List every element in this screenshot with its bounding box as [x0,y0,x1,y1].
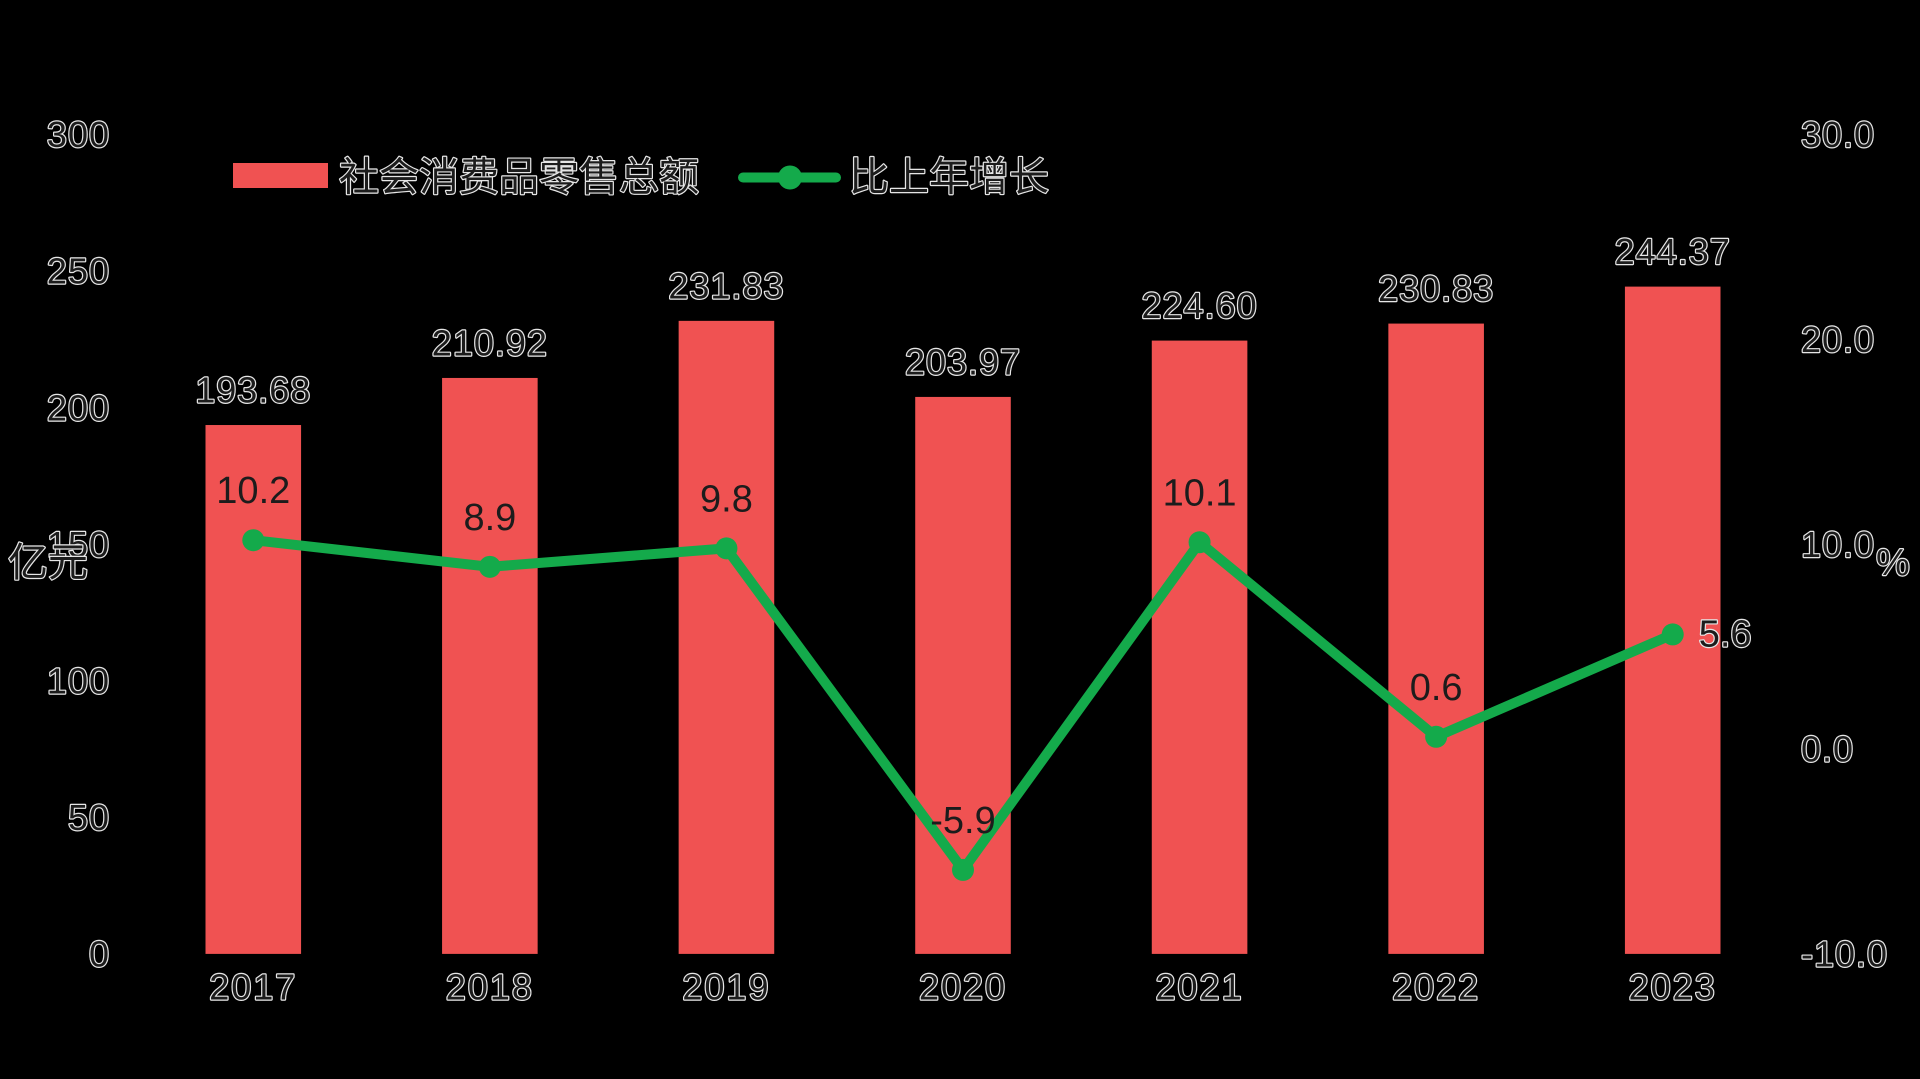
bar-value-label-2018: 210.92 [432,322,548,363]
bar-value-label-2022: 230.83 [1378,268,1494,309]
left-axis-tick-label-250: 250 [47,251,110,292]
bar-2019 [678,320,775,954]
growth-value-label-2018: 8.9 [463,497,516,539]
growth-value-label-2020: -5.9 [930,800,995,842]
legend-bar-label: 社会消费品零售总额 [339,155,699,201]
legend: 社会消费品零售总额 比上年增长 [233,153,1050,202]
bar-2021 [1151,340,1248,954]
growth-value-label-2019: 9.8 [700,478,753,520]
right-axis-title: % [1876,542,1910,584]
bar-value-label-2020: 203.97 [905,341,1021,382]
growth-point-2023 [1661,623,1684,646]
x-axis-tick-label-2019: 2019 [682,966,770,1007]
x-axis: 2017 2018 2019 2020 2021 2022 2023 [208,965,1717,1008]
x-axis-tick-label-2018: 2018 [446,966,534,1007]
bar-value-label-2019: 231.83 [668,265,784,306]
right-axis-tick-label-20-0: 20.0 [1801,319,1875,360]
growth-point-2019 [715,537,738,560]
right-axis-tick-label-0-0: 0.0 [1801,729,1854,770]
legend-line-label: 比上年增长 [849,155,1049,201]
bar-value-labels: 193.68 210.92 231.83 203.97 224.60 230.83 244.… [194,230,1731,412]
growth-value-label-2021: 10.1 [1163,472,1237,514]
left-axis-title: 亿元 [8,540,88,586]
bar-value-label-2017: 193.68 [195,370,311,411]
line-value-labels: 10.2 8.9 9.8 -5.9 10.1 0.6 5.6 [216,470,1752,842]
x-axis-tick-label-2023: 2023 [1629,966,1717,1007]
left-axis-tick-label-0: 0 [89,933,110,974]
growth-value-label-2017: 10.2 [216,470,290,512]
right-axis-tick-label-10-0: 10.0 [1801,524,1875,565]
growth-point-2020 [952,858,974,881]
bar-2022 [1388,323,1484,954]
left-axis-tick-label-50: 50 [68,797,110,838]
x-axis-tick-label-2022: 2022 [1392,966,1480,1007]
x-axis-tick-label-2021: 2021 [1156,966,1244,1007]
left-axis-tick-label-200: 200 [47,387,110,428]
right-axis-tick-label-neg10-0: -10.0 [1801,933,1888,974]
right-axis: -10.0 0.0 10.0 20.0 30.0 [1800,113,1888,976]
growth-point-2017 [242,529,265,552]
growth-value-label-2023: 5.6 [1699,613,1752,655]
x-axis-tick-label-2020: 2020 [919,966,1007,1007]
growth-point-2018 [478,555,501,578]
legend-bar-swatch [233,163,328,188]
left-axis-tick-label-100: 100 [47,660,110,701]
bar-2023 [1624,286,1721,954]
bar-2017 [205,425,302,954]
bar-series [205,286,1721,954]
growth-point-2022 [1425,725,1448,748]
left-axis-tick-label-300: 300 [47,114,110,155]
line-series [242,529,1684,881]
right-axis-tick-label-30-0: 30.0 [1801,114,1875,155]
growth-point-2021 [1188,531,1211,554]
left-axis-tick-label-150: 150 [47,524,110,565]
x-axis-tick-label-2017: 2017 [209,966,297,1007]
bar-value-label-2021: 224.60 [1142,285,1258,326]
bar-2018 [442,377,538,954]
bar-value-label-2023: 244.37 [1615,231,1731,272]
legend-line-marker [778,165,802,190]
growth-value-label-2022: 0.6 [1410,667,1463,709]
left-axis: 0 50 100 150 200 250 300 [46,113,110,976]
